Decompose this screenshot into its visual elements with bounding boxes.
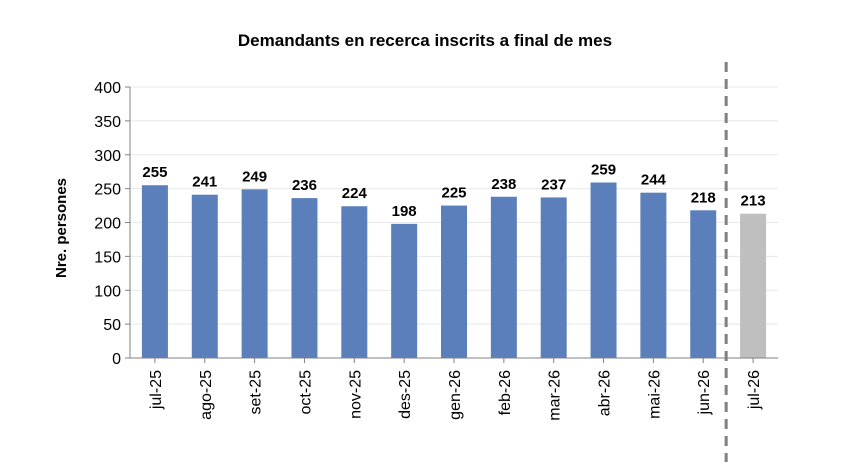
data-label: 241 xyxy=(192,174,217,191)
x-tick-label: ago-25 xyxy=(198,370,215,420)
data-label: 224 xyxy=(342,185,368,202)
data-label: 218 xyxy=(691,189,716,206)
data-label: 255 xyxy=(142,164,167,181)
x-tick-label: des-25 xyxy=(397,370,414,419)
y-tick-label: 300 xyxy=(94,148,121,165)
x-tick-label: mar-26 xyxy=(547,370,564,421)
y-tick-label: 200 xyxy=(94,216,121,233)
data-label: 213 xyxy=(741,193,766,210)
x-tick-label: nov-25 xyxy=(347,370,364,419)
x-tick-label: feb-26 xyxy=(497,370,514,415)
bar xyxy=(391,223,418,358)
x-tick-label: jul-25 xyxy=(148,370,165,410)
y-tick-label: 0 xyxy=(112,351,121,368)
data-label: 225 xyxy=(441,185,466,202)
x-tick-label: jul-26 xyxy=(746,370,763,410)
bar xyxy=(590,182,617,358)
bar xyxy=(191,194,218,358)
bar xyxy=(490,196,517,358)
bars xyxy=(141,182,767,358)
bar xyxy=(291,198,318,358)
bar xyxy=(141,185,168,358)
axes xyxy=(125,62,778,462)
x-tick-label: set-25 xyxy=(248,370,265,415)
data-label: 249 xyxy=(242,168,267,185)
bar xyxy=(540,197,567,358)
y-tick-label: 350 xyxy=(94,114,121,131)
labels: 0 50 100 150 200 250 300 350 400 255 jul-25 241 ago-… xyxy=(94,80,765,421)
data-label: 198 xyxy=(392,203,417,220)
data-label: 236 xyxy=(292,177,317,194)
x-tick-label: mai-26 xyxy=(646,370,663,419)
data-label: 244 xyxy=(641,172,667,189)
x-tick-label: jun-26 xyxy=(696,370,713,416)
bar xyxy=(640,192,667,358)
data-label: 238 xyxy=(491,176,516,193)
y-tick-label: 100 xyxy=(94,283,121,300)
y-tick-label: 250 xyxy=(94,182,121,199)
bar xyxy=(441,205,467,358)
bar xyxy=(341,206,368,358)
x-tick-label: gen-26 xyxy=(447,370,464,420)
data-label: 259 xyxy=(591,162,616,179)
y-axis-title: Nre. persones xyxy=(53,178,70,278)
y-tick-label: 150 xyxy=(94,249,121,266)
bar xyxy=(241,189,268,358)
y-tick-label: 400 xyxy=(94,80,121,97)
x-tick-label: oct-25 xyxy=(297,370,314,415)
bar xyxy=(690,210,717,358)
bar xyxy=(740,213,767,358)
chart-title: Demandants en recerca inscrits a final d… xyxy=(238,31,612,50)
x-tick-label: abr-26 xyxy=(597,370,614,416)
y-tick-label: 50 xyxy=(103,317,121,334)
data-label: 237 xyxy=(541,176,566,193)
